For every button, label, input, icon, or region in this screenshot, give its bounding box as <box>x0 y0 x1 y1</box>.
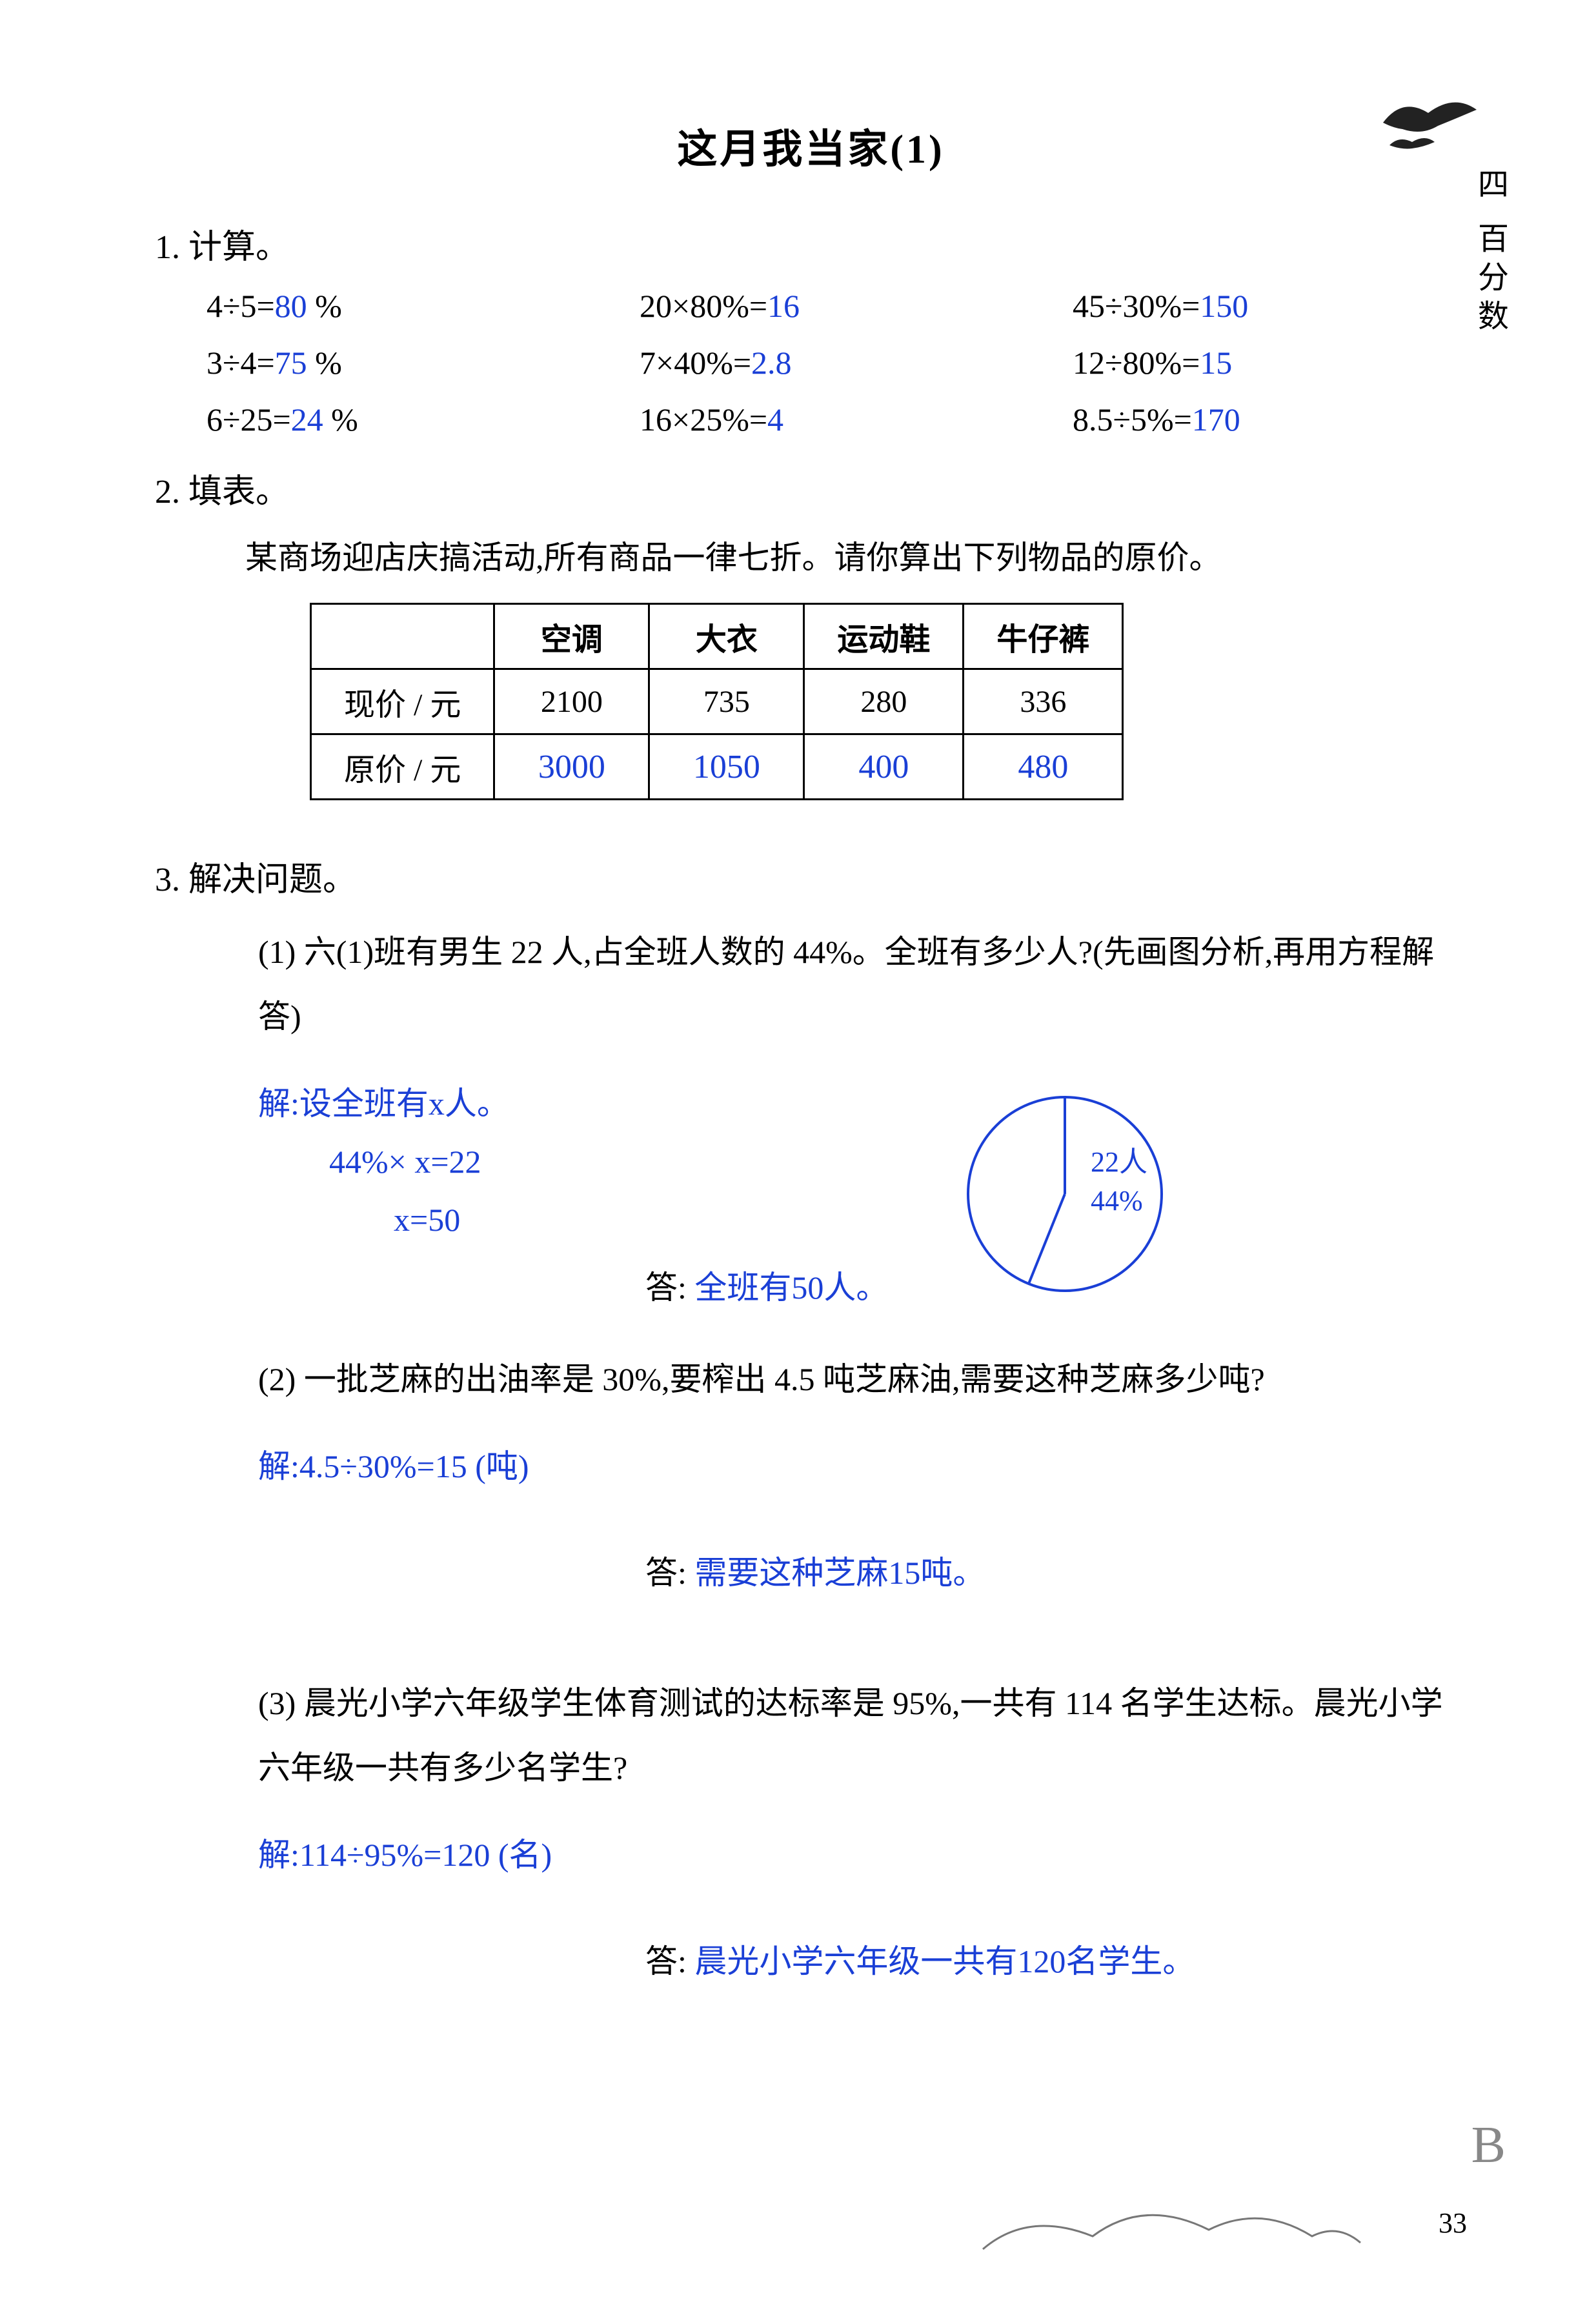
answer: 24 <box>291 401 323 438</box>
answer: 2.8 <box>751 345 792 381</box>
calc-cell: 20×80%=16 <box>640 287 1034 325</box>
cloud-icon <box>976 2185 1364 2265</box>
expr-r: % <box>307 288 342 324</box>
bird-icon <box>1377 90 1480 174</box>
page-number: 33 <box>1439 2207 1467 2239</box>
ans-text: 需要这种芝麻15吨。 <box>694 1555 985 1591</box>
expr-r: % <box>323 401 358 438</box>
answer: 170 <box>1192 401 1240 438</box>
th: 运动鞋 <box>804 604 964 669</box>
q1-grid: 4÷5=80 % 20×80%=16 45÷30%=150 3÷4=75 % 7… <box>155 287 1467 438</box>
answer-cell: 1050 <box>649 734 804 800</box>
expr: 12÷80%= <box>1073 345 1200 381</box>
th: 牛仔裤 <box>964 604 1123 669</box>
q3-1-solution: 解:设全班有x人。 44%× x=22 x=50 <box>155 1075 1467 1249</box>
question-3: 3. 解决问题。 (1) 六(1)班有男生 22 人,占全班人数的 44%。全班… <box>155 852 1467 1982</box>
th-blank <box>311 604 494 669</box>
sub-text: 晨光小学六年级学生体育测试的达标率是 95%,一共有 114 名学生达标。晨光小… <box>258 1685 1443 1786</box>
q2-intro: 某商场迎店庆搞活动,所有商品一律七折。请你算出下列物品的原价。 <box>155 532 1467 583</box>
calc-cell: 8.5÷5%=170 <box>1073 401 1467 438</box>
sol-line: 44%× x=22 <box>258 1133 1467 1191</box>
sol-line: 设全班有x人。 <box>299 1086 509 1122</box>
table-row: 原价 / 元 3000 1050 400 480 <box>311 734 1123 800</box>
calc-cell: 12÷80%=15 <box>1073 344 1467 381</box>
expr: 8.5÷5%= <box>1073 401 1192 438</box>
sol-line: x=50 <box>258 1191 1467 1249</box>
sol-line: 4.5÷30%=15 (吨) <box>299 1448 529 1484</box>
answer: 16 <box>767 288 800 324</box>
cell: 2100 <box>494 669 649 734</box>
ans-label: 答: <box>645 1555 687 1591</box>
question-2: 2. 填表。 某商场迎店庆搞活动,所有商品一律七折。请你算出下列物品的原价。 空… <box>155 464 1467 800</box>
calc-cell: 16×25%=4 <box>640 401 1034 438</box>
ans-label: 答: <box>645 1269 687 1306</box>
expr: 45÷30%= <box>1073 288 1200 324</box>
calc-cell: 7×40%=2.8 <box>640 344 1034 381</box>
expr: 16×25%= <box>640 401 767 438</box>
answer-cell: 400 <box>804 734 964 800</box>
ans-label: 答: <box>645 1943 687 1979</box>
q3-3: (3) 晨光小学六年级学生体育测试的达标率是 95%,一共有 114 名学生达标… <box>155 1671 1467 1800</box>
expr-r: % <box>307 345 342 381</box>
pie-chart: 22人 44% <box>955 1084 1175 1307</box>
ans-text: 晨光小学六年级一共有120名学生。 <box>694 1943 1195 1979</box>
cell: 336 <box>964 669 1123 734</box>
answer: 15 <box>1200 345 1232 381</box>
answer-cell: 3000 <box>494 734 649 800</box>
corner-letter: B <box>1471 2116 1506 2175</box>
q1-head: 1. 计算。 <box>155 219 1467 268</box>
sub-no: (1) <box>258 934 296 970</box>
page-title: 这月我当家(1) <box>155 116 1467 174</box>
calc-cell: 4÷5=80 % <box>207 287 601 325</box>
calc-cell: 6÷25=24 % <box>207 401 601 438</box>
q3-3-solution: 解:114÷95%=120 (名) <box>155 1826 1467 1884</box>
chapter-label: 四 百分数 <box>1467 168 1512 338</box>
answer: 75 <box>275 345 307 381</box>
expr: 4÷5= <box>207 288 275 324</box>
cell: 280 <box>804 669 964 734</box>
table-row: 空调 大衣 运动鞋 牛仔裤 <box>311 604 1123 669</box>
q2-head: 2. 填表。 <box>155 464 1467 512</box>
answer-cell: 480 <box>964 734 1123 800</box>
sol-label: 解: <box>258 1448 299 1484</box>
q3-2-answer: 答: 需要这种芝麻15吨。 <box>155 1547 1467 1593</box>
q3-head: 3. 解决问题。 <box>155 852 1467 900</box>
cell: 735 <box>649 669 804 734</box>
q3-2-solution: 解:4.5÷30%=15 (吨) <box>155 1437 1467 1495</box>
th: 空调 <box>494 604 649 669</box>
table-row: 现价 / 元 2100 735 280 336 <box>311 669 1123 734</box>
expr: 3÷4= <box>207 345 275 381</box>
q3-1: (1) 六(1)班有男生 22 人,占全班人数的 44%。全班有多少人?(先画图… <box>155 920 1467 1049</box>
row-label: 现价 / 元 <box>311 669 494 734</box>
q3-2: (2) 一批芝麻的出油率是 30%,要榨出 4.5 吨芝麻油,需要这种芝麻多少吨… <box>155 1347 1467 1411</box>
answer: 80 <box>275 288 307 324</box>
pie-label-1: 22人 <box>1091 1146 1147 1178</box>
price-table: 空调 大衣 运动鞋 牛仔裤 现价 / 元 2100 735 280 336 原价… <box>310 603 1124 800</box>
sub-no: (3) <box>258 1685 296 1721</box>
answer: 4 <box>767 401 783 438</box>
expr: 20×80%= <box>640 288 767 324</box>
q3-3-answer: 答: 晨光小学六年级一共有120名学生。 <box>155 1935 1467 1982</box>
answer: 150 <box>1200 288 1248 324</box>
sub-text: 六(1)班有男生 22 人,占全班人数的 44%。全班有多少人?(先画图分析,再… <box>258 934 1434 1035</box>
sol-label: 解: <box>258 1837 299 1873</box>
ans-text: 全班有50人。 <box>694 1269 888 1306</box>
sub-text: 一批芝麻的出油率是 30%,要榨出 4.5 吨芝麻油,需要这种芝麻多少吨? <box>304 1361 1265 1397</box>
q3-1-answer: 答: 全班有50人。 <box>155 1262 1467 1308</box>
sol-line: 114÷95%=120 (名) <box>299 1837 552 1873</box>
calc-cell: 3÷4=75 % <box>207 344 601 381</box>
expr: 6÷25= <box>207 401 291 438</box>
pie-label-2: 44% <box>1091 1185 1143 1217</box>
sub-no: (2) <box>258 1361 296 1397</box>
calc-cell: 45÷30%=150 <box>1073 287 1467 325</box>
question-1: 1. 计算。 4÷5=80 % 20×80%=16 45÷30%=150 3÷4… <box>155 219 1467 438</box>
th: 大衣 <box>649 604 804 669</box>
sol-label: 解: <box>258 1086 299 1122</box>
expr: 7×40%= <box>640 345 751 381</box>
row-label: 原价 / 元 <box>311 734 494 800</box>
